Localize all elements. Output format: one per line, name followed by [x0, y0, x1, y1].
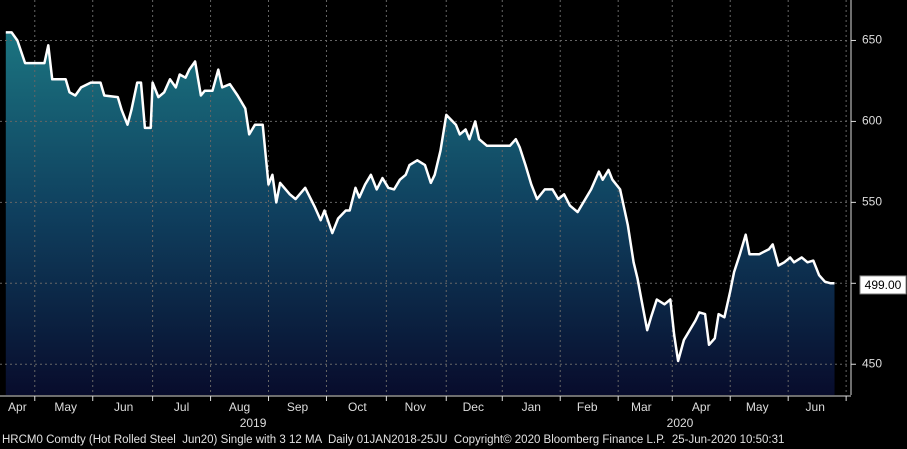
y-tick-label: 550: [862, 195, 882, 209]
year-label: 2019: [240, 416, 267, 430]
x-tick-label: Apr: [692, 400, 711, 414]
x-tick-label: Apr: [8, 400, 27, 414]
y-tick-label: 450: [862, 356, 882, 370]
x-tick-label: Jun: [114, 400, 133, 414]
line: [5, 31, 835, 363]
area: [5, 32, 835, 396]
last-value-label: 499.00: [865, 278, 902, 292]
x-tick-label: Oct: [348, 400, 367, 414]
x-tick-label: May: [54, 400, 77, 414]
year-label: 2020: [667, 416, 694, 430]
x-tick-label: Nov: [405, 400, 426, 414]
x-tick-label: Aug: [229, 400, 250, 414]
y-tick-label: 600: [862, 114, 882, 128]
x-tick-label: Dec: [463, 400, 484, 414]
x-tick-label: Jul: [174, 400, 189, 414]
x-tick-label: Jan: [522, 400, 541, 414]
x-tick-label: Mar: [631, 400, 652, 414]
x-tick-label: Feb: [577, 400, 598, 414]
x-tick-label: Jun: [806, 400, 825, 414]
footer: HRCM0 Comdty (Hot Rolled Steel Jun20) Si…: [2, 434, 784, 446]
x-tick-label: Sep: [287, 400, 309, 414]
x-tick-label: May: [746, 400, 769, 414]
last-value-box: [859, 275, 907, 295]
y-tick-label: 650: [862, 33, 882, 47]
